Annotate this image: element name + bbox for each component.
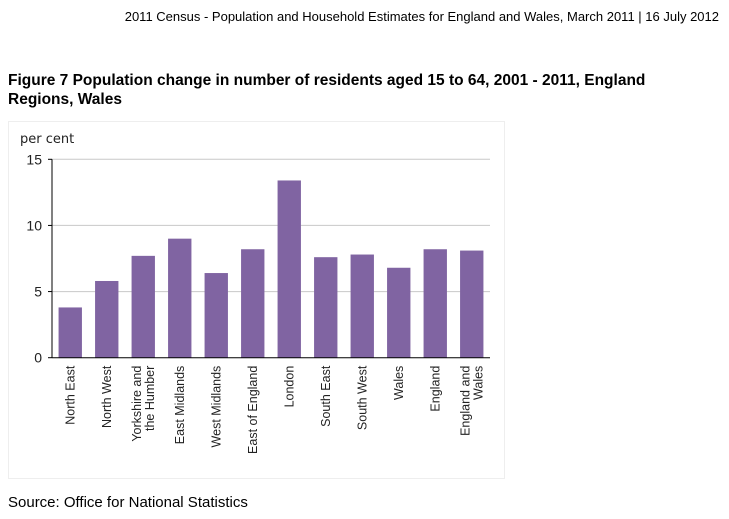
x-tick-label: the Humber xyxy=(143,366,157,431)
x-tick-label: North West xyxy=(100,365,114,428)
bar xyxy=(350,254,374,358)
x-tick-label: East Midlands xyxy=(173,366,187,445)
x-tick-label: London xyxy=(282,366,296,408)
x-tick-label: South East xyxy=(319,365,333,427)
x-tick-label: Yorkshire and xyxy=(130,366,144,442)
chart-frame xyxy=(8,121,505,479)
report-header: 2011 Census - Population and Household E… xyxy=(124,9,719,24)
x-tick-label: Wales xyxy=(471,366,485,400)
x-tick-label: England xyxy=(428,366,442,412)
bar xyxy=(131,255,155,358)
x-tick-label: East of England xyxy=(246,366,260,454)
x-tick-label: North East xyxy=(63,365,77,425)
y-tick-label: 0 xyxy=(34,350,42,366)
y-axis-label: per cent xyxy=(20,132,74,147)
bar xyxy=(277,180,301,358)
x-tick-label: South West xyxy=(355,365,369,430)
bar xyxy=(314,257,338,358)
bar xyxy=(95,280,119,358)
bar xyxy=(387,267,411,358)
y-tick-label: 10 xyxy=(26,217,42,233)
bar xyxy=(204,273,228,358)
figure-title: Figure 7 Population change in number of … xyxy=(8,72,646,108)
x-tick-label: England and xyxy=(458,366,472,436)
x-tick-label: West Midlands xyxy=(209,366,223,448)
x-tick-label: Wales xyxy=(392,366,406,400)
bar xyxy=(58,307,82,358)
source-note: Source: Office for National Statistics xyxy=(8,494,248,511)
bar xyxy=(241,249,265,358)
bar xyxy=(460,250,484,358)
y-tick-label: 5 xyxy=(34,284,42,300)
bar xyxy=(423,249,447,358)
y-tick-label: 15 xyxy=(26,151,42,167)
bar xyxy=(168,238,192,358)
